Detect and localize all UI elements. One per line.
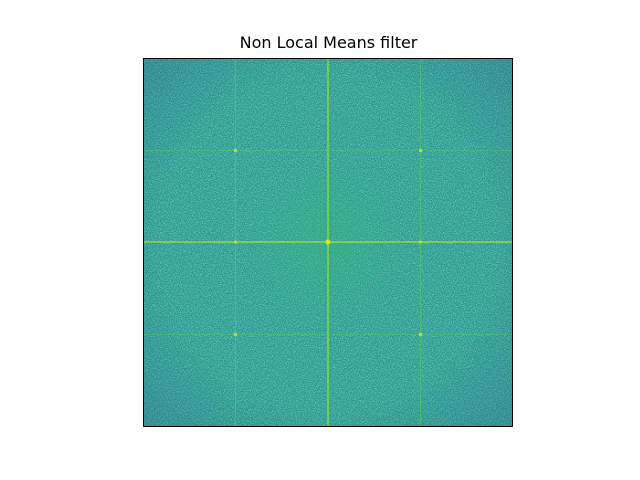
peak-mid-right <box>418 240 423 244</box>
peak-mid-left <box>233 240 238 244</box>
fourier-spectrum-image <box>143 58 513 427</box>
peak-top-right <box>418 148 423 153</box>
peak-top-left <box>233 148 238 153</box>
peak-bottom-left <box>233 332 238 337</box>
figure-title: Non Local Means filter <box>239 33 418 52</box>
peak-bottom-right <box>418 332 423 337</box>
dc-peak <box>325 239 331 245</box>
